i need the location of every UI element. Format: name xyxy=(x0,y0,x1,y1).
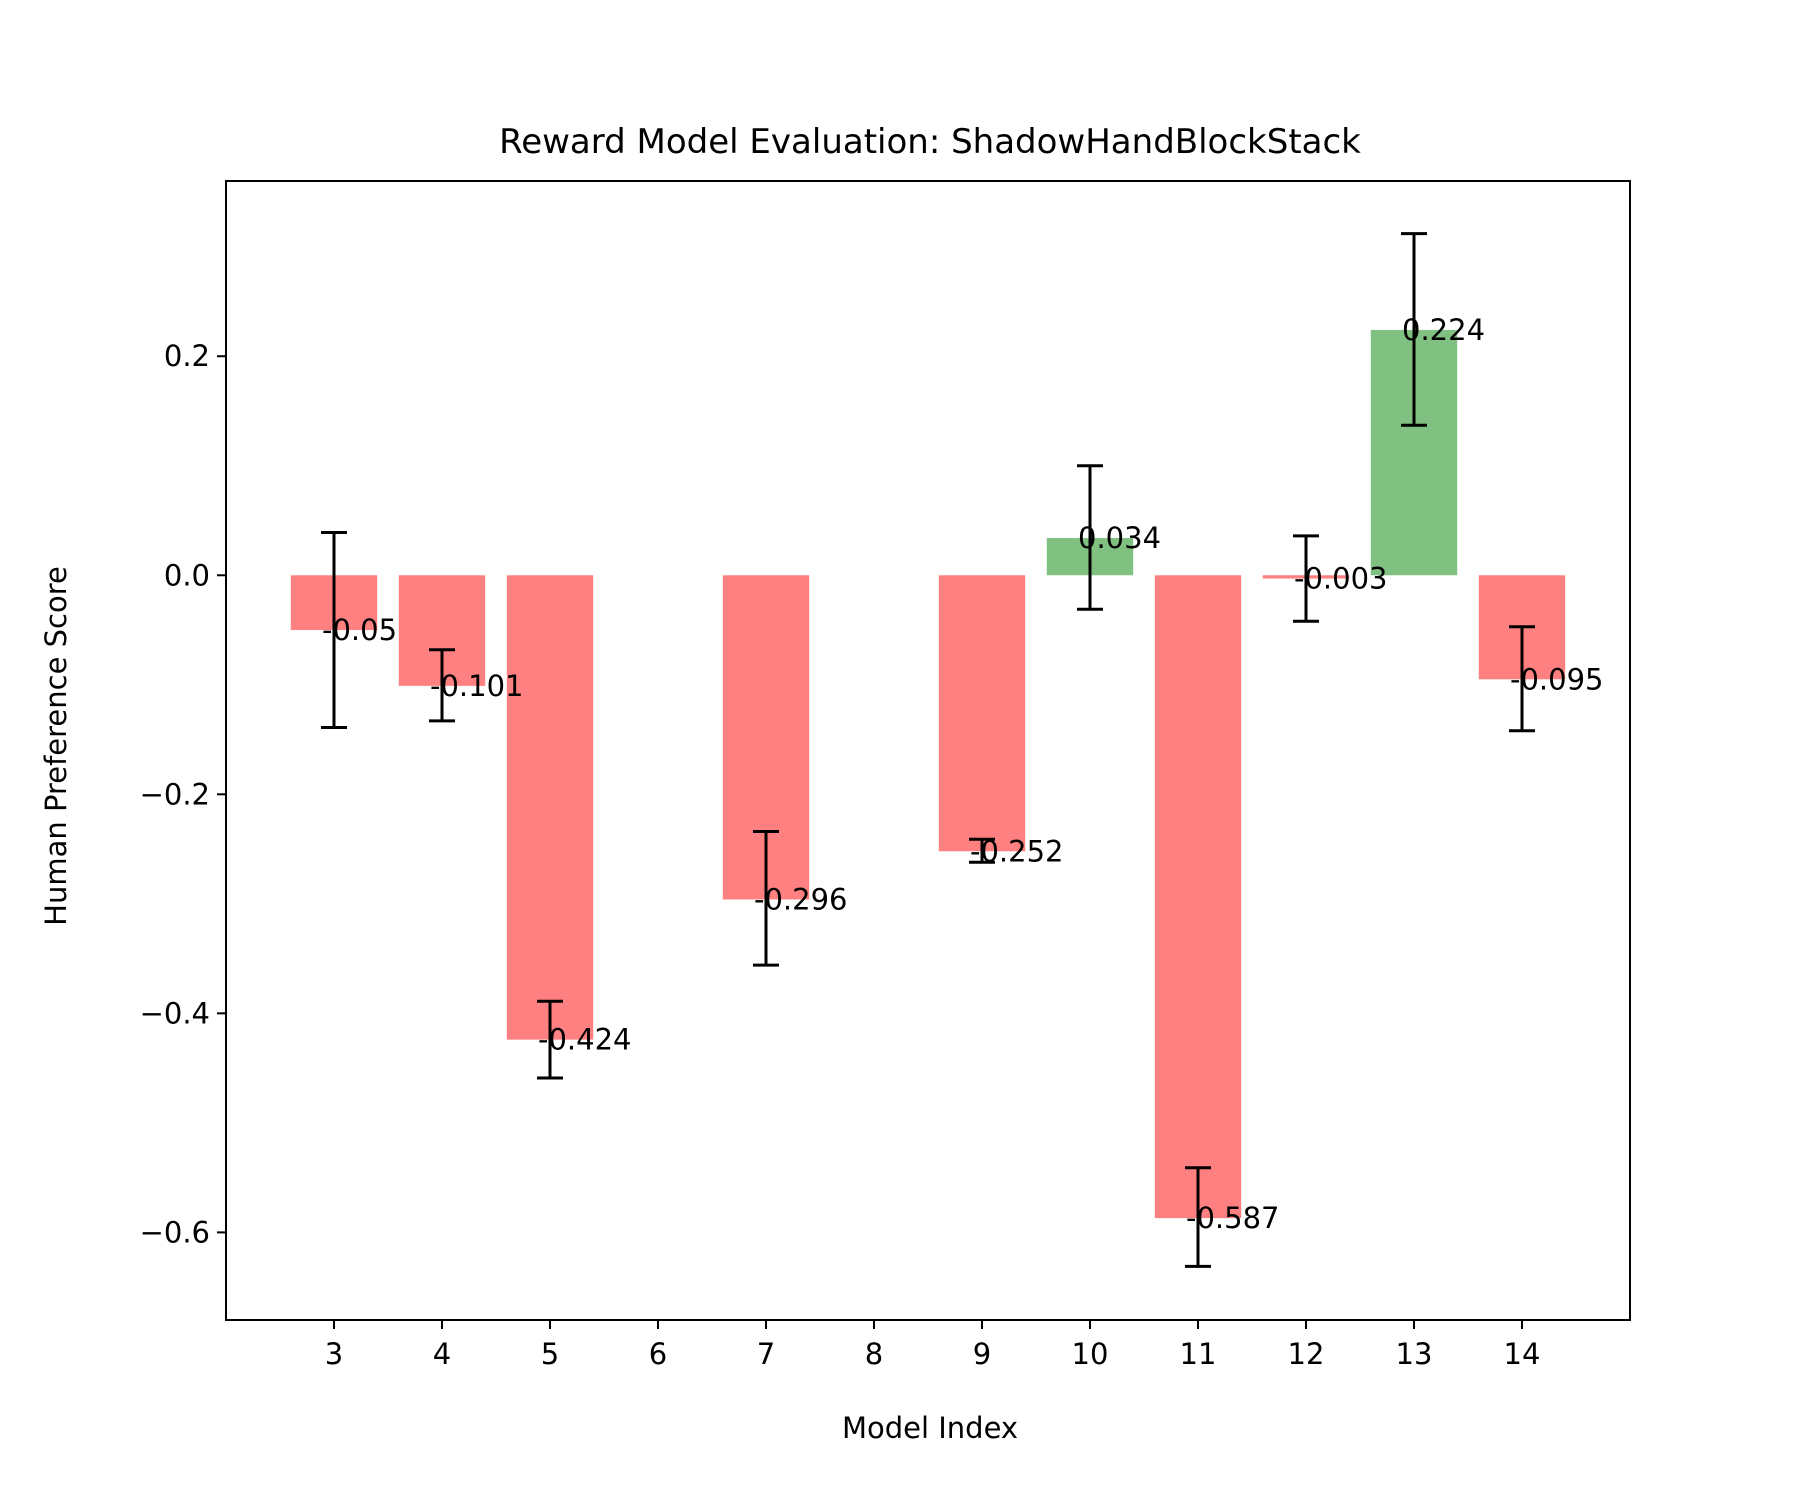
y-tick-label-2: −0.2 xyxy=(140,777,210,811)
data-label-model-9: -0.252 xyxy=(970,834,1064,868)
x-tick-10: 10 xyxy=(1072,1320,1109,1371)
error-bars-group xyxy=(321,232,1535,1268)
x-tick-label-13: 13 xyxy=(1396,1337,1433,1371)
x-tick-label-5: 5 xyxy=(541,1337,559,1371)
y-axis-label: Human Preference Score xyxy=(39,566,73,926)
x-tick-4: 4 xyxy=(433,1320,451,1371)
y-tick-2: −0.2 xyxy=(140,777,226,811)
data-label-model-5: -0.424 xyxy=(538,1023,632,1057)
plot-frame xyxy=(225,180,1631,1321)
x-tick-label-6: 6 xyxy=(649,1337,667,1371)
x-tick-label-8: 8 xyxy=(865,1337,883,1371)
x-tick-13: 13 xyxy=(1396,1320,1433,1371)
data-label-model-11: -0.587 xyxy=(1186,1201,1280,1235)
error-bar-model-14 xyxy=(1509,625,1535,733)
bars-group xyxy=(290,329,1566,1219)
x-tick-label-3: 3 xyxy=(325,1337,343,1371)
y-tick-label-1: 0.0 xyxy=(164,558,210,592)
error-bar-model-3 xyxy=(321,531,347,730)
x-tick-12: 12 xyxy=(1288,1320,1325,1371)
x-tick-label-4: 4 xyxy=(433,1337,451,1371)
x-tick-label-11: 11 xyxy=(1180,1337,1217,1371)
error-bar-model-7 xyxy=(753,830,779,967)
data-label-model-12: -0.003 xyxy=(1294,562,1388,596)
y-ticks-group: 0.2 0.0 −0.2 −0.4 −0.6 xyxy=(140,339,226,1249)
y-tick-label-3: −0.4 xyxy=(140,996,210,1030)
error-bar-model-11 xyxy=(1185,1166,1211,1268)
data-label-model-3: -0.05 xyxy=(322,613,397,647)
x-tick-7: 7 xyxy=(757,1320,775,1371)
x-tick-5: 5 xyxy=(541,1320,559,1371)
bar-model-5 xyxy=(506,575,594,1040)
bar-model-9 xyxy=(938,575,1026,852)
x-tick-8: 8 xyxy=(865,1320,883,1371)
x-tick-3: 3 xyxy=(325,1320,343,1371)
y-tick-4: −0.6 xyxy=(140,1215,226,1249)
data-label-model-10: 0.034 xyxy=(1078,521,1161,555)
data-label-model-4: -0.101 xyxy=(430,669,524,703)
data-label-model-7: -0.296 xyxy=(754,882,848,916)
data-label-model-14: -0.095 xyxy=(1510,662,1604,696)
error-bar-model-4 xyxy=(429,648,455,723)
y-tick-3: −0.4 xyxy=(140,996,226,1030)
y-tick-1: 0.0 xyxy=(164,558,226,592)
error-bar-model-13 xyxy=(1401,232,1427,427)
x-tick-14: 14 xyxy=(1504,1320,1541,1371)
error-bar-model-12 xyxy=(1293,534,1319,623)
chart-title: Reward Model Evaluation: ShadowHandBlock… xyxy=(499,122,1361,162)
x-tick-label-7: 7 xyxy=(757,1337,775,1371)
error-bar-model-10 xyxy=(1077,464,1103,611)
x-tick-label-14: 14 xyxy=(1504,1337,1541,1371)
error-bar-model-5 xyxy=(537,999,563,1080)
x-tick-9: 9 xyxy=(973,1320,991,1371)
x-tick-label-9: 9 xyxy=(973,1337,991,1371)
x-tick-label-10: 10 xyxy=(1072,1337,1109,1371)
data-labels-group: -0.05 -0.101 -0.424 -0.296 -0.252 0.034 -0.587… xyxy=(322,313,1604,1235)
x-tick-6: 6 xyxy=(649,1320,667,1371)
x-tick-label-12: 12 xyxy=(1288,1337,1325,1371)
error-bar-model-9 xyxy=(969,837,995,864)
bar-model-11 xyxy=(1154,575,1242,1219)
y-tick-0: 0.2 xyxy=(164,339,226,373)
y-tick-label-0: 0.2 xyxy=(164,339,210,373)
data-label-model-13: 0.224 xyxy=(1402,313,1485,347)
x-ticks-group: 3 4 5 6 7 8 9 10 11 12 13 14 xyxy=(325,1320,1541,1371)
x-tick-11: 11 xyxy=(1180,1320,1217,1371)
x-axis-label: Model Index xyxy=(842,1411,1018,1445)
y-tick-label-4: −0.6 xyxy=(140,1215,210,1249)
